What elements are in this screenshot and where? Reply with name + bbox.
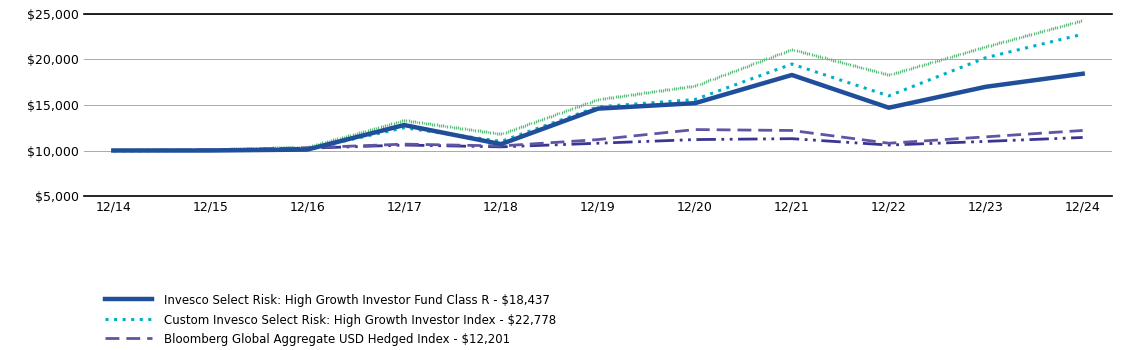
Legend: Invesco Select Risk: High Growth Investor Fund Class R - $18,437, Custom Invesco: Invesco Select Risk: High Growth Investo… bbox=[100, 289, 562, 350]
